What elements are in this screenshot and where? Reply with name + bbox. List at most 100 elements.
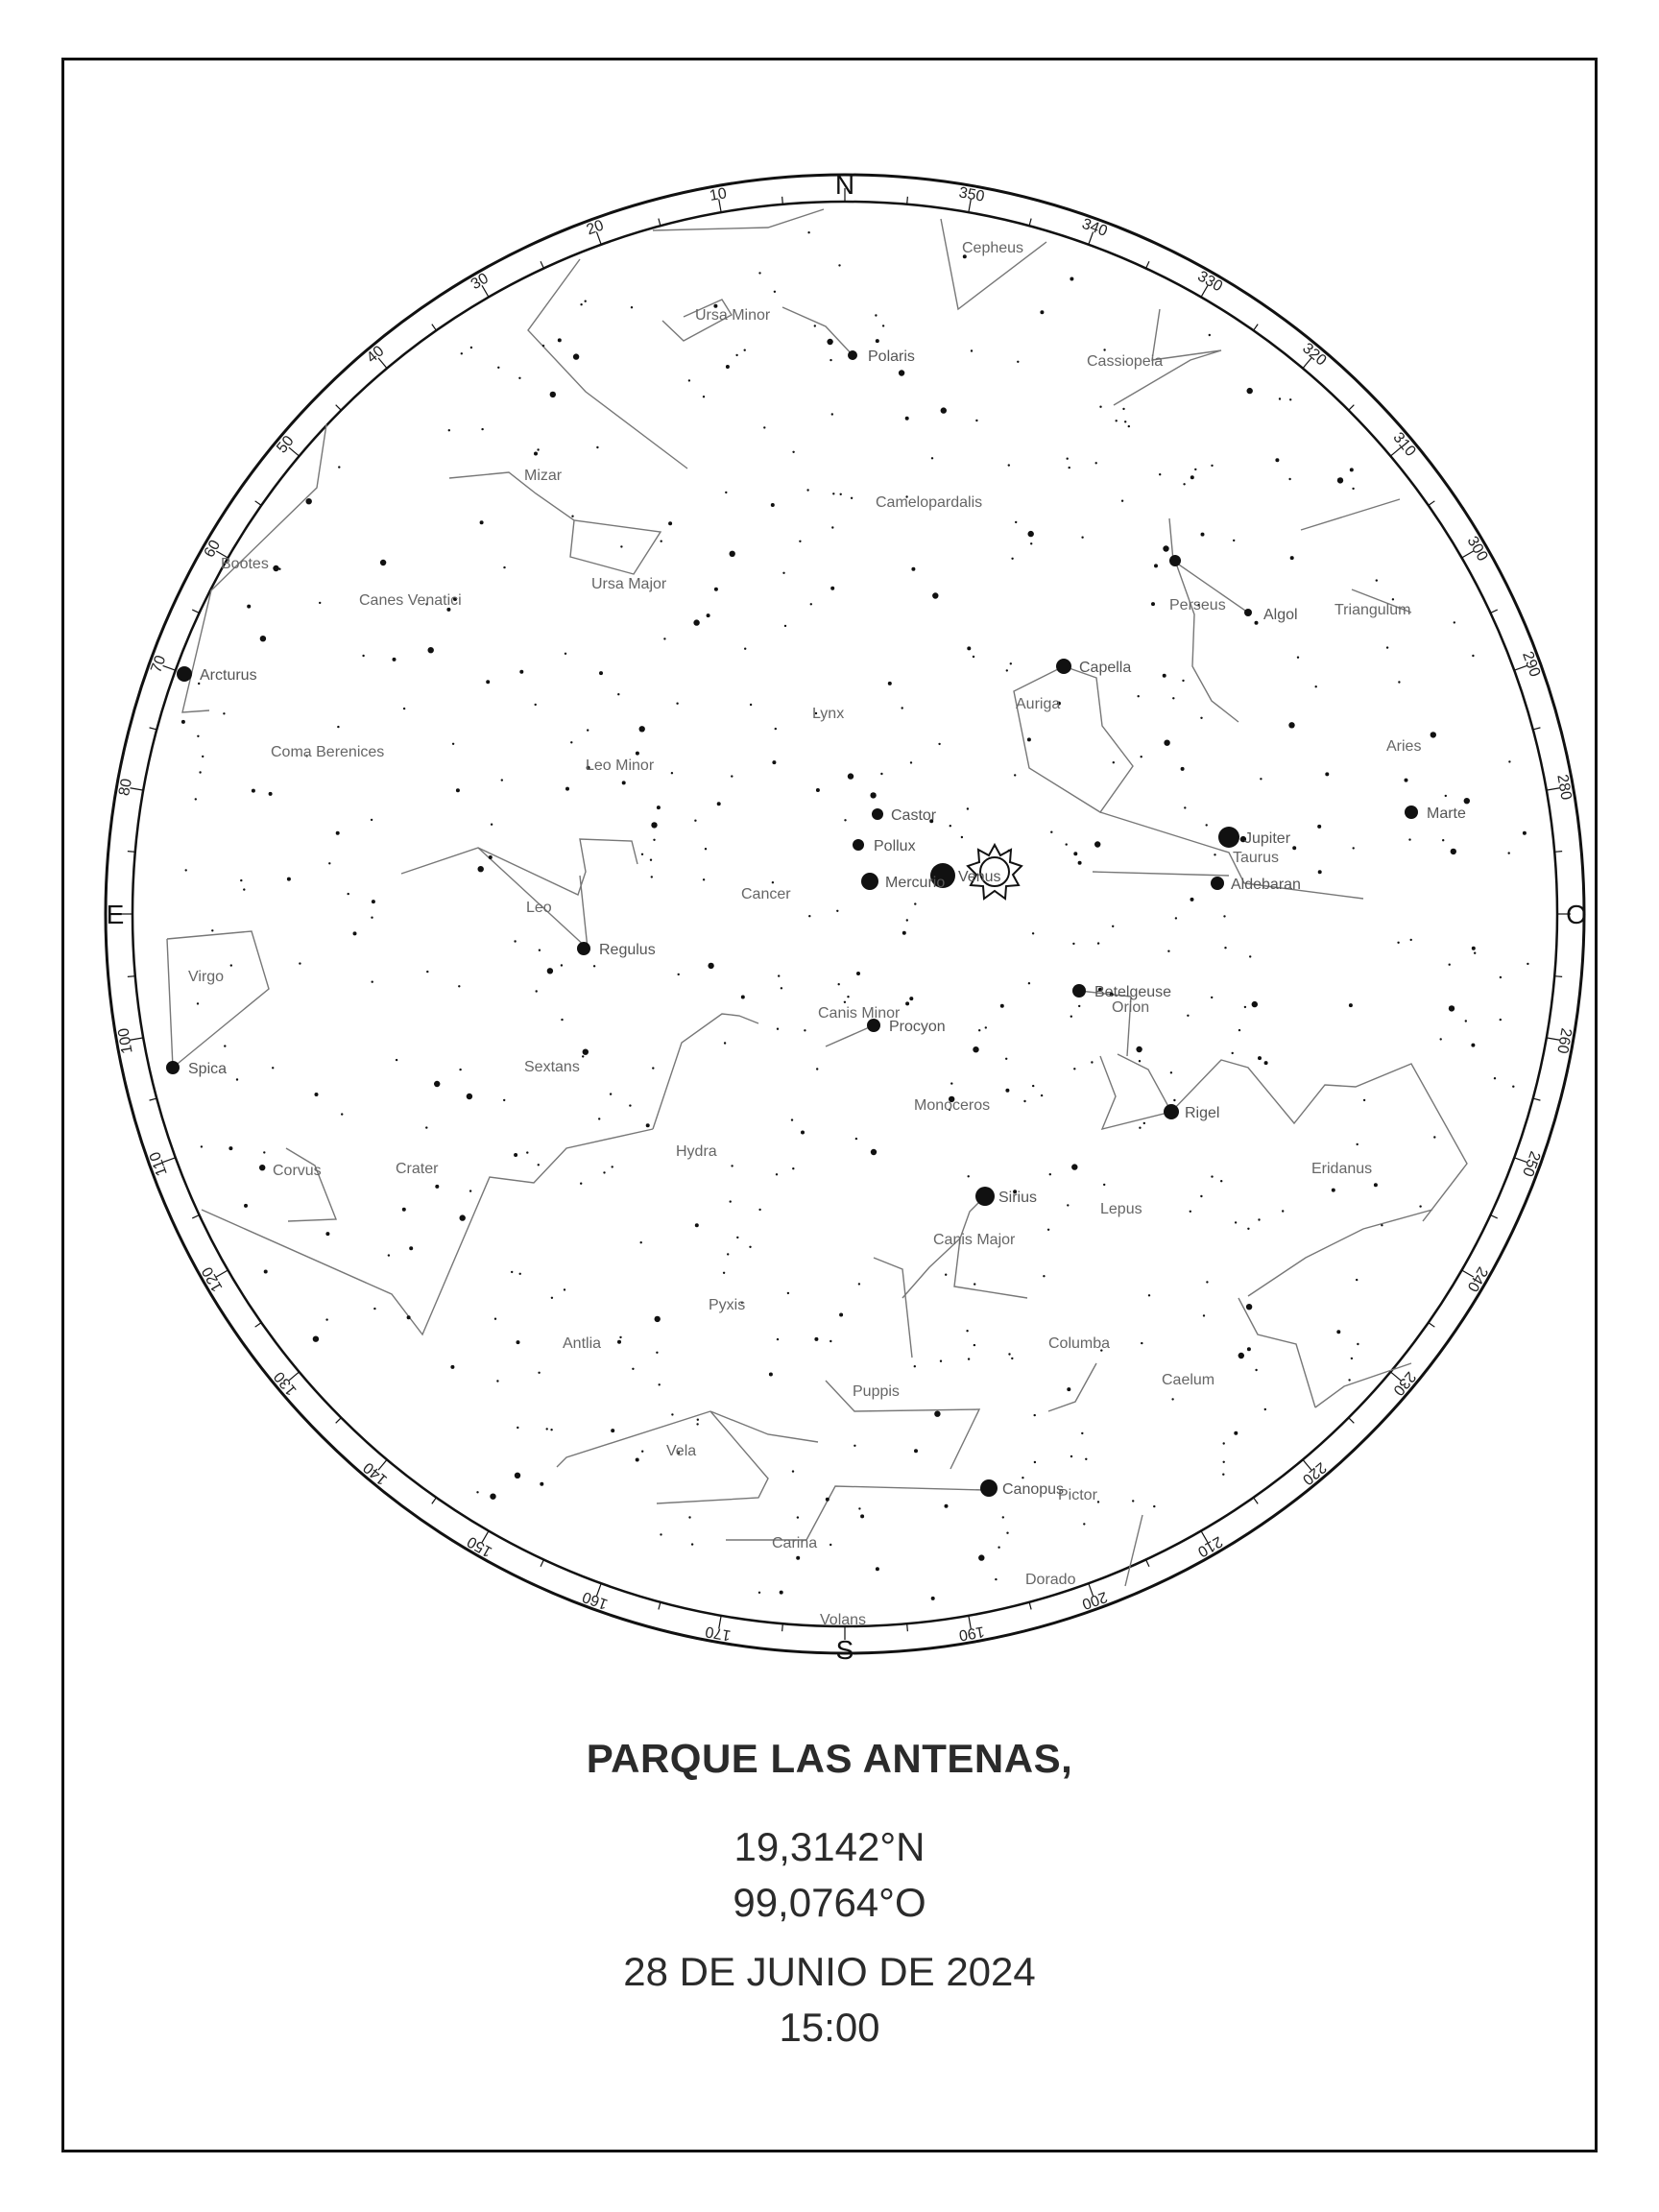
- degree-tick: [1490, 609, 1498, 613]
- background-star: [801, 1130, 805, 1135]
- degree-label: 350: [957, 184, 985, 204]
- background-star: [370, 818, 373, 822]
- degree-tick: [215, 1269, 228, 1278]
- background-star: [836, 909, 839, 912]
- star-marker: [1072, 984, 1086, 998]
- background-star: [1174, 917, 1178, 920]
- background-star: [1096, 942, 1100, 945]
- background-star: [1097, 987, 1102, 992]
- background-star: [1085, 1457, 1088, 1461]
- star-labels: Polaris Capella Algol Arcturus Castor Po…: [188, 349, 1466, 1498]
- degree-tick: [1145, 261, 1150, 269]
- background-star: [792, 1167, 795, 1170]
- background-star: [1238, 1352, 1245, 1359]
- constellation-label: Leo: [526, 900, 552, 916]
- star-label: Procyon: [889, 1019, 946, 1035]
- background-star: [1132, 1500, 1135, 1503]
- background-star: [704, 848, 708, 851]
- star-label: Aldebaran: [1231, 877, 1301, 893]
- background-star: [875, 1567, 879, 1572]
- constellation-label: Canis Minor: [818, 1005, 901, 1022]
- background-star: [898, 370, 905, 376]
- background-star: [1404, 778, 1408, 782]
- background-star: [749, 1245, 752, 1249]
- background-star: [830, 1543, 832, 1547]
- background-star: [1164, 739, 1170, 746]
- background-star: [850, 496, 854, 499]
- background-star: [1115, 420, 1118, 422]
- background-star: [713, 587, 718, 591]
- background-star: [1211, 464, 1214, 468]
- star-label: Jupiter: [1244, 830, 1291, 847]
- background-star: [580, 303, 583, 306]
- background-star: [676, 702, 679, 705]
- background-star: [362, 654, 365, 658]
- background-star: [517, 1426, 519, 1430]
- background-star: [477, 866, 484, 873]
- background-star: [1071, 1164, 1078, 1170]
- background-star: [1172, 697, 1175, 700]
- background-star: [1120, 499, 1124, 502]
- degree-tick: [1390, 1371, 1402, 1382]
- background-star: [526, 1151, 529, 1154]
- background-star: [1289, 556, 1294, 561]
- background-star: [830, 586, 835, 590]
- constellation-lines: [166, 208, 1468, 1587]
- background-star: [1408, 838, 1411, 841]
- background-star: [609, 1093, 613, 1095]
- background-star: [838, 264, 841, 267]
- background-star: [1375, 579, 1379, 582]
- constellation-label: Mizar: [524, 468, 563, 484]
- background-star: [580, 1182, 583, 1185]
- background-star: [1527, 962, 1529, 966]
- background-star: [902, 930, 906, 935]
- degree-tick: [718, 1615, 722, 1629]
- background-star: [425, 603, 428, 606]
- background-star: [687, 379, 691, 382]
- background-star: [960, 835, 964, 839]
- background-star: [816, 1068, 819, 1070]
- background-star: [945, 1273, 948, 1276]
- background-star: [1127, 424, 1131, 428]
- background-star: [914, 1449, 918, 1454]
- background-star: [1005, 1057, 1008, 1061]
- background-star: [656, 1351, 659, 1355]
- degree-tick: [781, 196, 783, 204]
- background-star: [1433, 1136, 1436, 1139]
- constellation-label: Perseus: [1169, 597, 1226, 613]
- background-star: [1136, 1046, 1142, 1053]
- degree-tick: [254, 500, 262, 506]
- background-star: [409, 1246, 414, 1251]
- background-star: [645, 1123, 650, 1128]
- background-star: [1005, 669, 1009, 672]
- constellation-label: Antlia: [563, 1335, 601, 1352]
- background-star: [749, 703, 753, 707]
- background-star: [1173, 1098, 1176, 1102]
- background-star: [571, 515, 574, 517]
- star-marker: [1244, 609, 1252, 616]
- background-star: [1288, 477, 1291, 481]
- background-star: [335, 830, 340, 835]
- background-star: [1247, 1227, 1250, 1231]
- degree-label: 250: [1519, 1149, 1543, 1179]
- background-star: [1103, 1183, 1106, 1187]
- star-label: Capella: [1079, 660, 1131, 676]
- background-star: [948, 1108, 951, 1112]
- background-star: [272, 1067, 275, 1070]
- background-star: [1103, 349, 1106, 351]
- background-star: [914, 902, 917, 905]
- background-star: [1081, 536, 1084, 539]
- background-star: [774, 727, 777, 731]
- degree-tick: [1028, 1601, 1032, 1610]
- background-star: [598, 1118, 601, 1120]
- background-star: [371, 916, 373, 919]
- background-star: [557, 338, 562, 343]
- constellation-label: Sextans: [524, 1059, 580, 1075]
- background-star: [273, 565, 279, 572]
- bright-stars: [166, 350, 1418, 1497]
- background-star: [514, 1472, 521, 1479]
- background-star: [503, 1098, 506, 1102]
- background-star: [1289, 398, 1292, 401]
- background-star: [809, 603, 812, 606]
- planet-label-venus: Venus: [958, 869, 1000, 885]
